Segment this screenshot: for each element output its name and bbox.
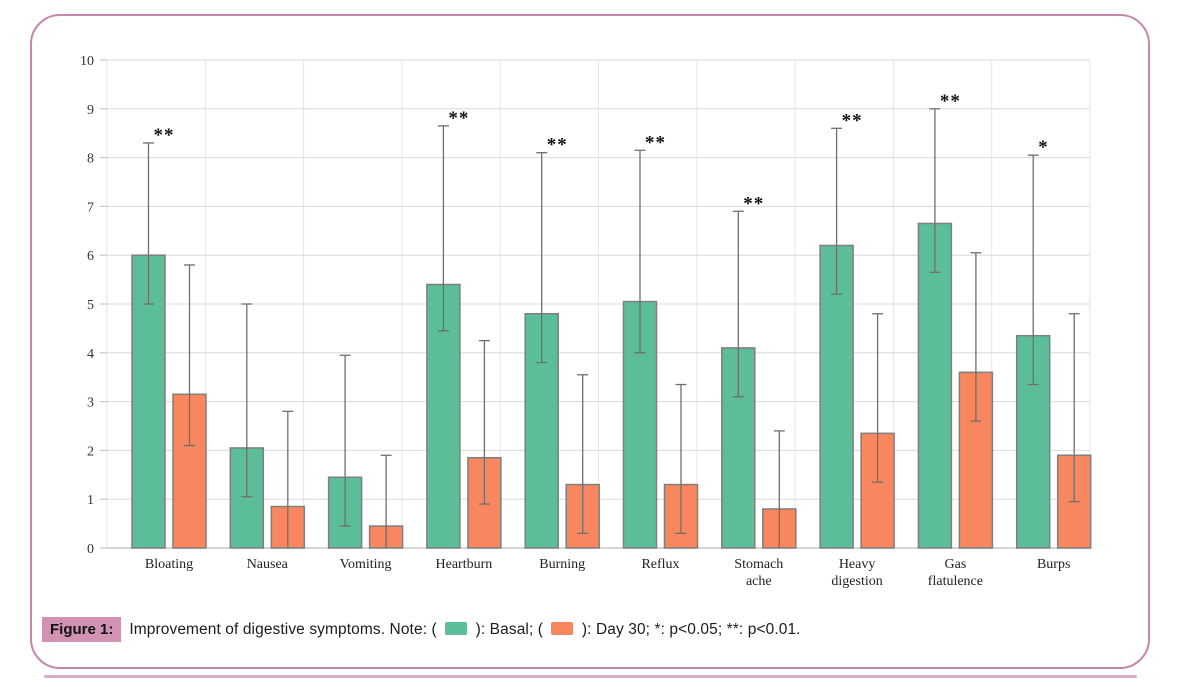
bar-basal-7 — [819, 244, 854, 549]
y-tick-label: 4 — [87, 347, 94, 362]
significance-marker: ** — [448, 108, 469, 129]
category-label: Stomach — [734, 557, 783, 572]
figure-frame — [30, 14, 1150, 669]
category-label: Nausea — [247, 557, 289, 572]
significance-marker: ** — [842, 110, 863, 131]
category-label: Burning — [539, 557, 585, 572]
y-tick-label: 2 — [87, 444, 94, 459]
y-tick-label: 5 — [87, 298, 94, 313]
category-label: Heartburn — [436, 557, 493, 572]
significance-marker: * — [1038, 137, 1049, 158]
frame-bottom-shadow — [44, 675, 1137, 678]
significance-marker: ** — [547, 135, 568, 156]
caption-text-between: ): Basal; ( — [475, 620, 544, 638]
category-label: Gas — [945, 557, 967, 572]
y-tick-label: 10 — [80, 54, 94, 69]
bar-basal-8 — [917, 222, 953, 549]
category-label: Bloating — [145, 557, 193, 572]
y-tick-label: 9 — [87, 103, 94, 118]
y-tick-label: 3 — [87, 396, 94, 411]
y-tick-label: 8 — [87, 152, 94, 167]
significance-marker: ** — [743, 193, 764, 214]
significance-marker: ** — [645, 132, 666, 153]
category-label: digestion — [831, 574, 882, 589]
bar-day30-7 — [860, 432, 895, 549]
y-tick-label: 0 — [87, 542, 94, 557]
figure-label: Figure 1: — [42, 617, 122, 642]
category-label: ache — [746, 574, 772, 589]
y-tick-label: 1 — [87, 493, 94, 508]
legend-swatch-basal — [445, 621, 468, 635]
category-label: Heavy — [839, 557, 876, 572]
caption-text-before-basal: Improvement of digestive symptoms. Note:… — [129, 620, 437, 638]
y-tick-label: 7 — [87, 200, 94, 215]
category-label: flatulence — [928, 574, 983, 589]
figure-caption: Improvement of digestive symptoms. Note:… — [129, 621, 800, 639]
significance-marker: ** — [940, 91, 961, 112]
y-tick-label: 6 — [87, 249, 94, 264]
category-label: Vomiting — [340, 557, 392, 572]
legend-swatch-day30 — [551, 621, 574, 635]
figure-caption-row: Figure 1: Improvement of digestive sympt… — [42, 617, 1121, 642]
caption-text-after-day30: ): Day 30; *: p<0.05; **: p<0.01. — [581, 620, 801, 638]
category-label: Burps — [1037, 557, 1070, 572]
significance-marker: ** — [154, 125, 175, 146]
category-label: Reflux — [641, 557, 679, 572]
